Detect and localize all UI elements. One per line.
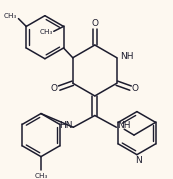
Text: CH₃: CH₃ xyxy=(39,29,53,35)
Text: O: O xyxy=(51,84,58,93)
Text: NH: NH xyxy=(117,121,131,130)
Text: O: O xyxy=(91,19,98,28)
Text: N: N xyxy=(135,156,142,165)
Text: CH₃: CH₃ xyxy=(34,173,48,179)
Text: O: O xyxy=(132,84,139,93)
Text: NH: NH xyxy=(120,52,133,61)
Text: CH₃: CH₃ xyxy=(4,13,17,19)
Text: HN: HN xyxy=(59,121,72,130)
